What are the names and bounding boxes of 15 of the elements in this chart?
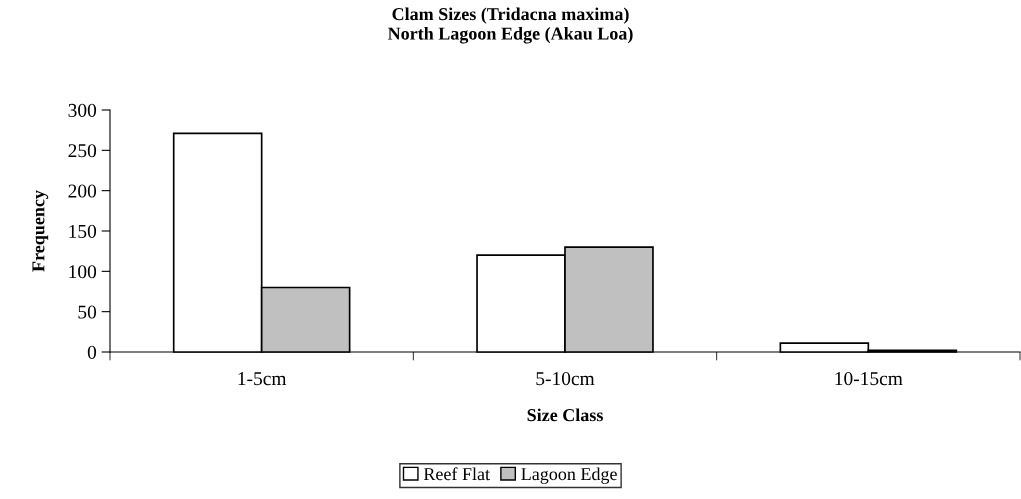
y-tick-label: 100 — [69, 265, 97, 279]
x-tick-label: 5-10cm — [536, 372, 595, 386]
x-axis-title: Size Class — [527, 408, 603, 422]
legend-label: Lagoon Edge — [521, 467, 617, 484]
y-tick-label: 300 — [68, 103, 97, 117]
y-tick-label: 0 — [87, 345, 97, 359]
y-tick-label: 50 — [78, 305, 97, 319]
chart-title: Clam Sizes (Tridacna maxima) North Lagoon Edge (Akau Loa) — [387, 7, 633, 44]
y-axis-title: Frequency — [32, 190, 49, 272]
x-tick-label: 10-15cm — [835, 372, 903, 386]
y-tick-label: 200 — [68, 184, 97, 198]
x-tick-label: 1-5cm — [238, 372, 287, 386]
y-tick-label: 250 — [68, 144, 97, 158]
legend-label: Reef Flat — [423, 467, 490, 481]
y-tick-label: 150 — [69, 224, 97, 238]
